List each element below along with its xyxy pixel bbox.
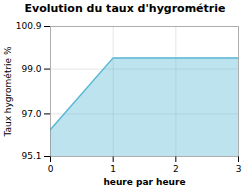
svg-text:97.0: 97.0 [21, 109, 41, 119]
svg-text:0: 0 [48, 164, 54, 174]
svg-text:1: 1 [110, 164, 116, 174]
svg-text:100.9: 100.9 [16, 21, 42, 31]
svg-text:heure par heure: heure par heure [103, 177, 185, 187]
svg-text:95.1: 95.1 [21, 151, 41, 161]
svg-text:Taux hygrométrie %: Taux hygrométrie % [3, 46, 13, 138]
html-text:Evolution du taux d'hygrométri: Evolution du taux d'hygrométrie [24, 2, 226, 15]
svg-text:99.0: 99.0 [21, 64, 41, 74]
svg-text:2: 2 [173, 164, 179, 174]
svg-text:3: 3 [236, 164, 242, 174]
